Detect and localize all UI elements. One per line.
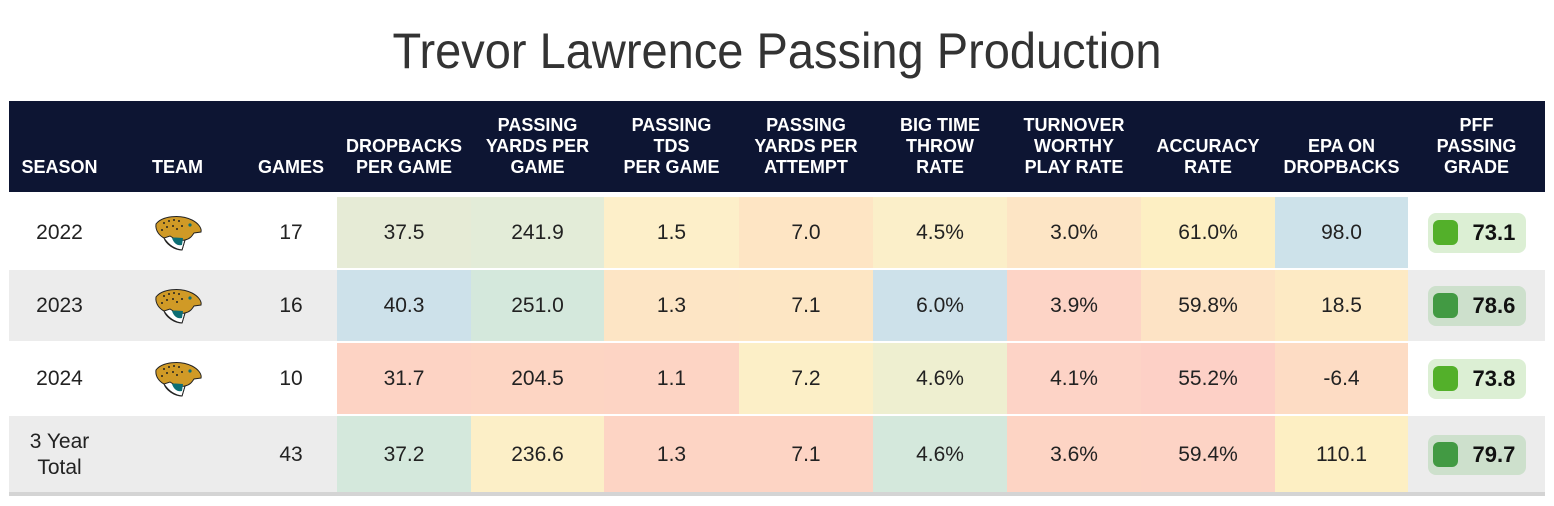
column-header-season[interactable]: SEASON <box>21 157 98 177</box>
column-header-accuracy-rate[interactable]: ACCURACY RATE <box>1156 136 1260 177</box>
accuracy-rate-cell: 55.2% <box>1141 343 1275 414</box>
dropbacks-per-game-cell: 37.2 <box>337 416 471 493</box>
turnover-worthy-play-rate-cell: 3.0% <box>1007 197 1141 268</box>
table-row: 2023 16 40.3 251.0 1.3 7.1 6.0% 3.9% 59.8% 18.5 7… <box>9 270 1545 341</box>
dropbacks-per-game-cell: 37.5 <box>337 197 471 268</box>
grade-indicator-icon <box>1432 220 1458 245</box>
epa-on-dropbacks-cell: -6.4 <box>1275 343 1408 414</box>
jaguars-logo-icon <box>154 361 202 397</box>
column-header-big-time-throw-rate[interactable]: BIG TIME THROW RATE <box>900 115 980 177</box>
grade-value: 73.8 <box>1472 365 1516 391</box>
column-header-passing-yards-per-attempt[interactable]: PASSING YARDS PER ATTEMPT <box>754 115 858 177</box>
passing-yards-per-attempt-cell: 7.0 <box>739 197 873 268</box>
passing-yards-per-attempt-cell: 7.2 <box>739 343 873 414</box>
season-cell: 3 Year Total <box>29 429 90 479</box>
turnover-worthy-play-rate-cell: 4.1% <box>1007 343 1141 414</box>
turnover-worthy-play-rate-cell: 3.6% <box>1007 416 1141 493</box>
grade-indicator-icon <box>1432 293 1458 318</box>
table-header: SEASON TEAM GAMES DROPBACKS PER GAME PASSING Y… <box>9 101 1545 192</box>
table-bottom-border <box>9 492 1545 496</box>
jaguars-logo-icon <box>154 288 202 324</box>
games-cell: 10 <box>279 366 303 390</box>
grade-indicator-icon <box>1432 442 1458 467</box>
grade-indicator-icon <box>1432 366 1458 391</box>
team-cell <box>110 416 245 493</box>
grade-badge: 73.1 <box>1427 212 1526 253</box>
big-time-throw-rate-cell: 6.0% <box>873 270 1007 341</box>
passing-tds-per-game-cell: 1.5 <box>604 197 739 268</box>
team-cell <box>110 197 245 268</box>
pff-grade-cell: 73.1 <box>1408 197 1545 268</box>
passing-yards-per-attempt-cell: 7.1 <box>739 416 873 493</box>
passing-tds-per-game-cell: 1.1 <box>604 343 739 414</box>
pff-grade-cell: 78.6 <box>1408 270 1545 341</box>
season-cell: 2024 <box>36 366 83 390</box>
passing-yards-per-attempt-cell: 7.1 <box>739 270 873 341</box>
column-header-passing-tds-per-game[interactable]: PASSING TDS PER GAME <box>623 115 720 177</box>
pff-grade-cell: 73.8 <box>1408 343 1545 414</box>
passing-yards-per-game-cell: 251.0 <box>471 270 604 341</box>
jaguars-logo-icon <box>154 215 202 251</box>
games-cell: 16 <box>279 293 303 317</box>
dropbacks-per-game-cell: 40.3 <box>337 270 471 341</box>
column-header-team[interactable]: TEAM <box>152 157 203 177</box>
table-row: 3 Year Total 43 37.2 236.6 1.3 7.1 4.6% 3.6% 59.4… <box>9 416 1545 493</box>
grade-value: 78.6 <box>1472 292 1516 318</box>
grade-value: 79.7 <box>1472 441 1516 467</box>
table-row: 2022 17 37.5 241.9 1.5 7.0 4.5% 3.0% 61.0% 98.0 7… <box>9 197 1545 268</box>
big-time-throw-rate-cell: 4.6% <box>873 416 1007 493</box>
stats-table: SEASON TEAM GAMES DROPBACKS PER GAME PASSING Y… <box>9 101 1545 493</box>
games-cell: 43 <box>279 442 303 466</box>
column-header-games[interactable]: GAMES <box>257 157 324 177</box>
team-cell <box>110 343 245 414</box>
epa-on-dropbacks-cell: 18.5 <box>1275 270 1408 341</box>
passing-tds-per-game-cell: 1.3 <box>604 416 739 493</box>
passing-yards-per-game-cell: 241.9 <box>471 197 604 268</box>
passing-yards-per-game-cell: 204.5 <box>471 343 604 414</box>
page-title: Trevor Lawrence Passing Production <box>392 23 1162 79</box>
grade-badge: 73.8 <box>1427 358 1526 399</box>
season-cell: 2022 <box>36 220 83 244</box>
big-time-throw-rate-cell: 4.5% <box>873 197 1007 268</box>
column-header-pff-passing-grade[interactable]: PFF PASSING GRADE <box>1436 115 1517 177</box>
table-row: 2024 10 31.7 204.5 1.1 7.2 4.6% 4.1% 55.2% -6.4 7… <box>9 343 1545 414</box>
turnover-worthy-play-rate-cell: 3.9% <box>1007 270 1141 341</box>
big-time-throw-rate-cell: 4.6% <box>873 343 1007 414</box>
passing-tds-per-game-cell: 1.3 <box>604 270 739 341</box>
games-cell: 17 <box>279 220 303 244</box>
grade-badge: 78.6 <box>1427 285 1526 326</box>
team-cell <box>110 270 245 341</box>
dropbacks-per-game-cell: 31.7 <box>337 343 471 414</box>
accuracy-rate-cell: 59.8% <box>1141 270 1275 341</box>
column-header-epa-on-dropbacks[interactable]: EPA ON DROPBACKS <box>1283 136 1400 177</box>
accuracy-rate-cell: 61.0% <box>1141 197 1275 268</box>
column-header-turnover-worthy-play-rate[interactable]: TURNOVER WORTHY PLAY RATE <box>1023 115 1125 177</box>
season-cell: 2023 <box>36 293 83 317</box>
column-header-passing-yards-per-game[interactable]: PASSING YARDS PER GAME <box>485 115 590 177</box>
epa-on-dropbacks-cell: 98.0 <box>1275 197 1408 268</box>
passing-yards-per-game-cell: 236.6 <box>471 416 604 493</box>
pff-grade-cell: 79.7 <box>1408 416 1545 493</box>
grade-badge: 79.7 <box>1427 434 1526 475</box>
grade-value: 73.1 <box>1472 219 1516 245</box>
epa-on-dropbacks-cell: 110.1 <box>1275 416 1408 493</box>
accuracy-rate-cell: 59.4% <box>1141 416 1275 493</box>
column-header-dropbacks-per-game[interactable]: DROPBACKS PER GAME <box>345 136 462 177</box>
